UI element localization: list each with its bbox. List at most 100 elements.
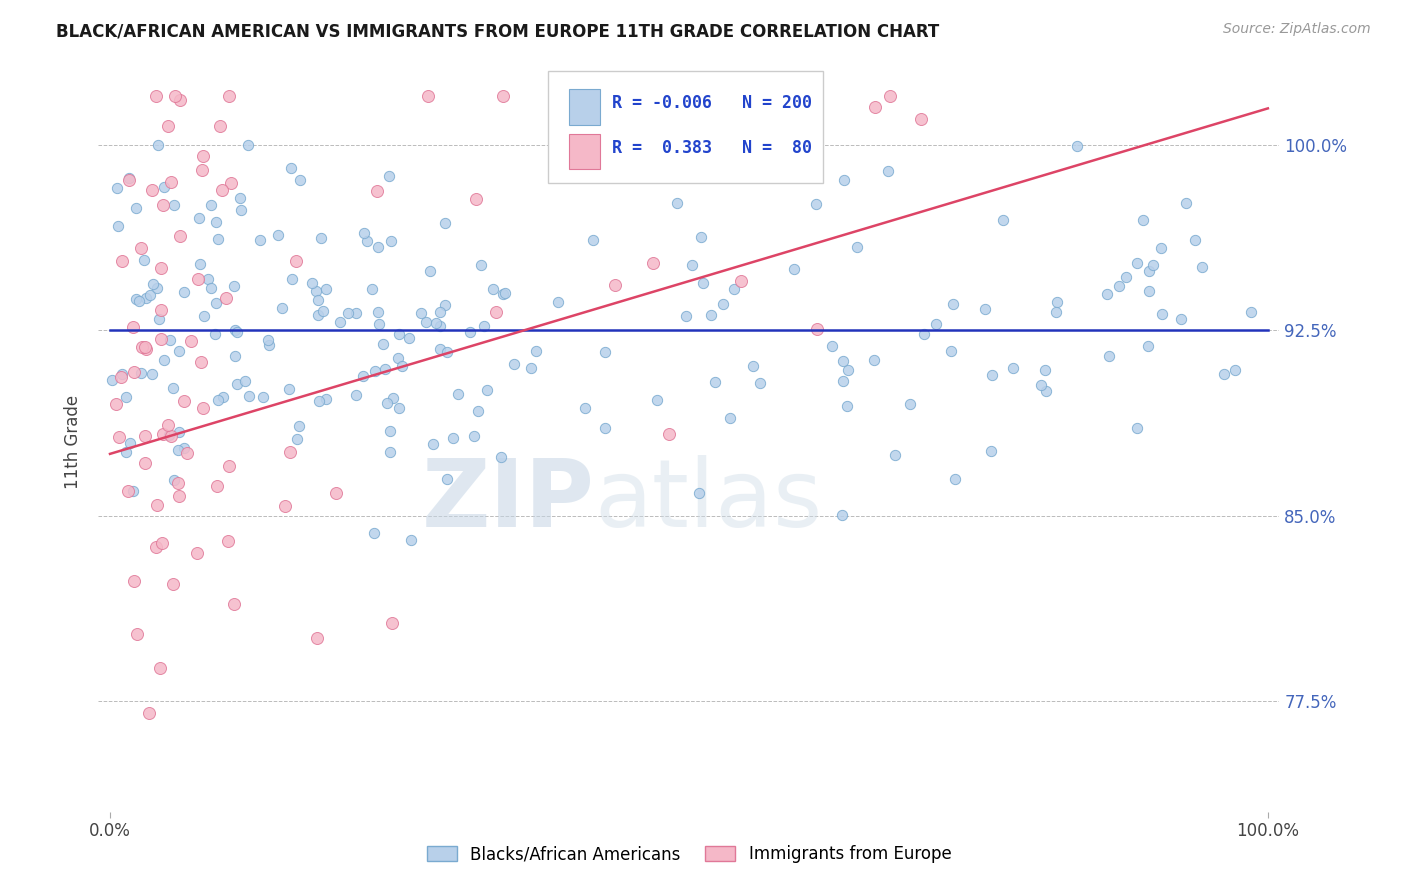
Point [485,305,508,319]
Point [281,272,304,286]
Point [125,627,148,641]
Point [980,368,1002,382]
Point [191,148,214,162]
Point [169,228,191,243]
Point [942,297,965,311]
Point [146,281,169,295]
Point [368,318,391,332]
Point [388,401,411,416]
Point [1098,349,1121,363]
Point [219,176,242,190]
Point [425,317,447,331]
Point [287,419,309,434]
Point [711,296,734,310]
Point [118,170,141,185]
Point [305,284,328,298]
Legend: Blacks/African Americans, Immigrants from Europe: Blacks/African Americans, Immigrants fro… [420,838,957,870]
Point [336,306,359,320]
Point [458,325,481,339]
Point [110,370,132,384]
Point [628,165,651,179]
Point [678,89,700,103]
Point [167,475,190,490]
Point [325,485,347,500]
Point [1175,196,1198,211]
Point [353,227,375,241]
Point [1240,305,1263,319]
Point [152,198,174,212]
Point [134,429,156,443]
Point [1001,360,1024,375]
Point [388,327,411,342]
Point [249,233,271,247]
Point [472,319,495,334]
Point [315,392,337,406]
Point [837,363,859,377]
Point [146,499,169,513]
Point [1136,339,1159,353]
Point [436,344,458,359]
Point [491,287,513,301]
Point [105,180,128,194]
Point [973,302,995,317]
Point [229,191,252,205]
Point [1035,384,1057,399]
Point [482,282,505,296]
Point [129,241,152,255]
Point [748,376,770,391]
Point [574,401,596,415]
Point [142,277,165,292]
Point [204,215,226,229]
Point [135,342,157,356]
Point [226,325,249,339]
Text: atlas: atlas [595,455,823,547]
Point [387,351,409,366]
Point [238,138,260,153]
Point [704,375,727,389]
Point [153,353,176,368]
Point [278,444,301,458]
Point [110,254,132,268]
Point [730,274,752,288]
Point [1170,311,1192,326]
Point [879,89,901,103]
Point [209,119,232,133]
Point [943,472,966,486]
Point [153,180,176,194]
Point [129,366,152,380]
Point [157,428,180,442]
Point [197,272,219,286]
Point [308,394,330,409]
Point [307,308,329,322]
Point [494,286,516,301]
Point [101,373,124,387]
Point [104,397,127,411]
Text: R = -0.006   N = 200: R = -0.006 N = 200 [612,95,811,112]
Point [173,393,195,408]
Point [222,598,245,612]
Point [877,163,900,178]
Point [898,397,921,411]
Point [218,89,240,103]
Point [207,392,229,407]
Point [187,272,209,286]
Point [1137,285,1160,299]
Point [688,486,710,500]
Point [572,115,595,129]
Point [665,196,688,211]
Point [224,323,246,337]
Point [134,456,156,470]
Point [503,358,526,372]
Point [429,342,451,356]
Point [416,89,439,103]
Point [131,340,153,354]
Point [1142,258,1164,272]
Point [145,540,167,554]
Point [1132,213,1154,227]
Point [107,219,129,233]
Point [1126,256,1149,270]
Point [718,410,741,425]
Point [150,536,173,550]
Point [193,309,215,323]
Point [125,201,148,215]
